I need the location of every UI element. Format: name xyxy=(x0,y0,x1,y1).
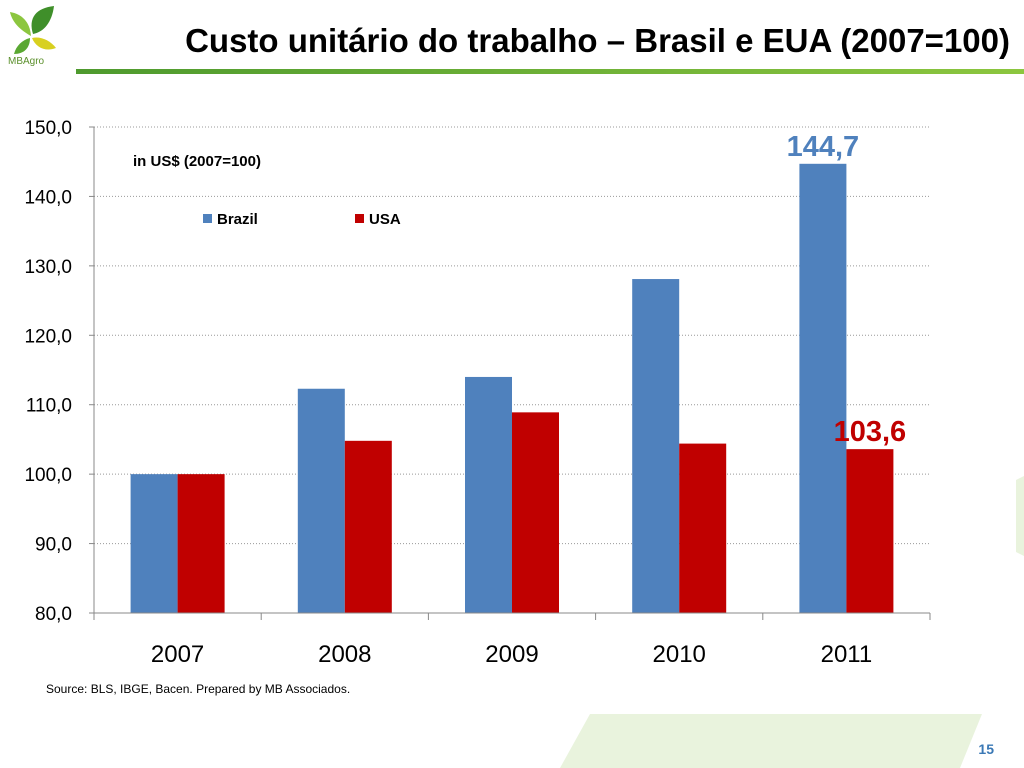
annotations: 144,7 103,6 xyxy=(787,131,907,448)
slide-title: Custo unitário do trabalho – Brasil e EU… xyxy=(185,22,1010,59)
bar-usa-2009 xyxy=(512,412,559,613)
y-tick-label: 140,0 xyxy=(24,187,72,208)
logo-leaf-yellow xyxy=(32,37,56,50)
bar-brazil-2010 xyxy=(632,279,680,613)
y-tick-label: 130,0 xyxy=(24,257,72,278)
x-tick-label: 2007 xyxy=(151,641,204,668)
legend-label-brazil: Brazil xyxy=(217,211,258,228)
x-tick-label: 2011 xyxy=(821,641,873,668)
y-tick-label: 90,0 xyxy=(35,535,72,556)
bar-brazil-2007 xyxy=(130,474,178,613)
bar-brazil-2011 xyxy=(799,163,847,613)
y-tick-label: 110,0 xyxy=(26,396,72,417)
bar-usa-2008 xyxy=(344,440,392,613)
bar-brazil-2008 xyxy=(297,388,345,613)
bar-chart: 80,0 90,0 100,0 110,0 120,0 130,0 140,0 150,0 2… xyxy=(24,118,931,668)
y-axis-ticks: 80,0 90,0 100,0 110,0 120,0 130,0 140,0 150,0 xyxy=(24,118,95,625)
page-number: 15 xyxy=(978,741,994,757)
data-label-usa: 103,6 xyxy=(834,416,907,448)
y-tick-label: 100,0 xyxy=(24,465,72,486)
legend-swatch-usa xyxy=(355,214,364,223)
legend: Brazil USA xyxy=(203,211,401,228)
bar-usa-2010 xyxy=(679,443,727,613)
grid-lines xyxy=(94,126,930,545)
bar-usa-2007 xyxy=(177,474,225,613)
x-tick-label: 2009 xyxy=(485,641,538,668)
logo-leaf-green xyxy=(14,38,30,54)
logo-leaf-dark xyxy=(31,6,54,34)
bars xyxy=(130,163,894,613)
bar-brazil-2009 xyxy=(465,376,512,613)
x-tick-label: 2008 xyxy=(318,641,371,668)
logo-leaf-light xyxy=(10,12,31,36)
legend-swatch-brazil xyxy=(203,214,212,223)
y-tick-label: 80,0 xyxy=(35,604,72,625)
legend-label-usa: USA xyxy=(369,211,401,228)
data-label-brazil: 144,7 xyxy=(787,131,860,163)
mbagro-logo xyxy=(10,6,56,54)
logo-text: MBAgro xyxy=(8,56,45,67)
title-underline xyxy=(76,69,1024,74)
source-note: Source: BLS, IBGE, Bacen. Prepared by MB… xyxy=(46,682,351,696)
y-tick-label: 120,0 xyxy=(24,326,72,347)
chart-subtitle: in US$ (2007=100) xyxy=(133,153,261,170)
x-axis-ticks: 2007 2008 2009 2010 2011 xyxy=(93,612,931,668)
x-tick-label: 2010 xyxy=(653,641,706,668)
bar-usa-2011 xyxy=(846,449,894,613)
y-tick-label: 150,0 xyxy=(24,118,72,139)
